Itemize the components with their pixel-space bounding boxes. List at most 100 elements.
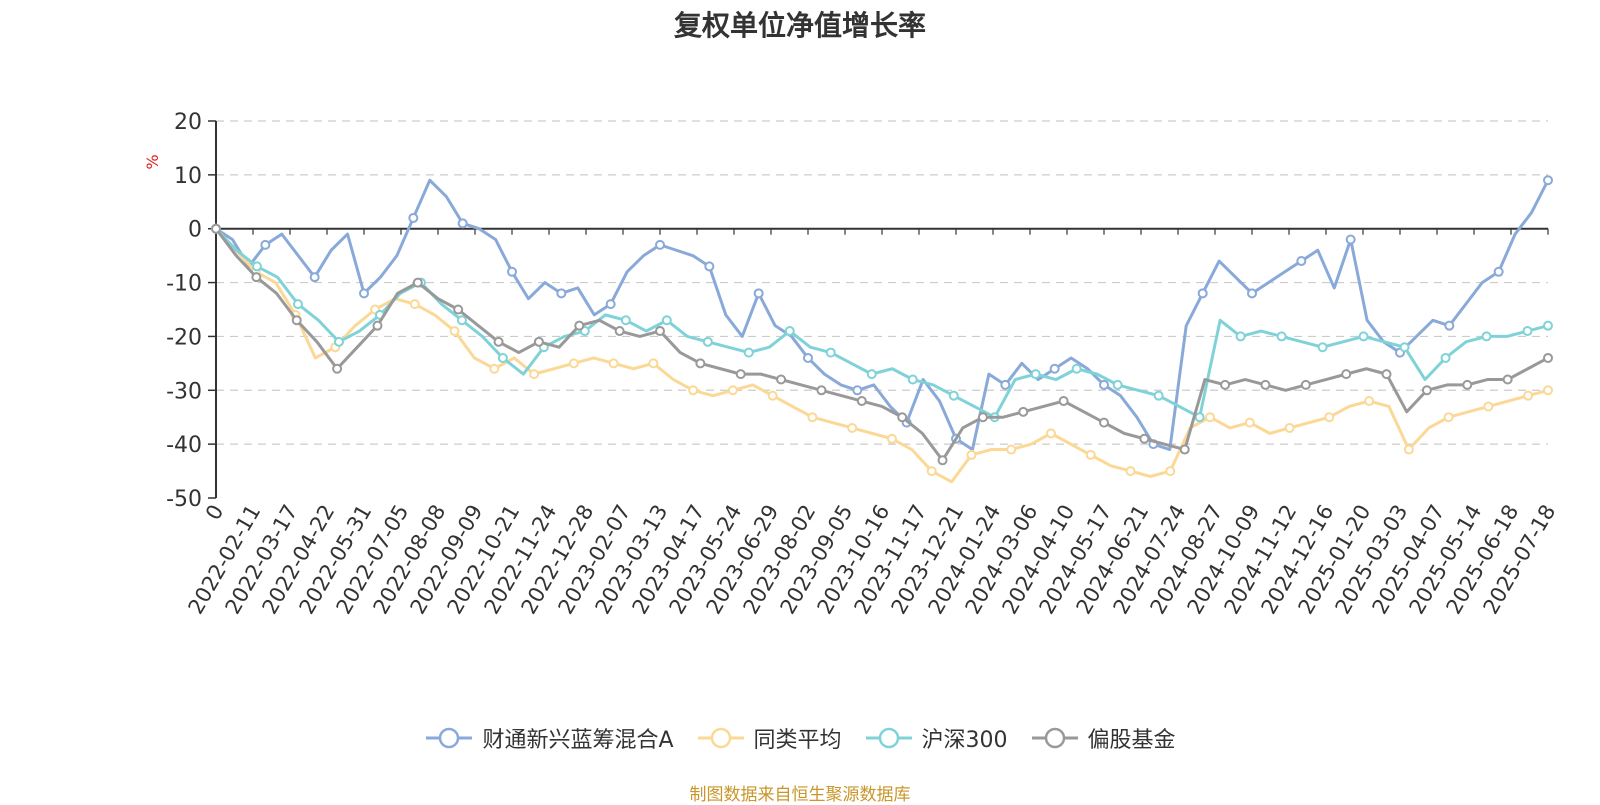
series-point xyxy=(1440,352,1451,363)
series-point xyxy=(1205,412,1216,423)
series-point xyxy=(727,385,738,396)
series-point xyxy=(1071,363,1082,374)
legend-marker-icon xyxy=(697,727,744,749)
series-point xyxy=(1300,379,1311,390)
series-point xyxy=(897,412,908,423)
series-point xyxy=(1006,444,1017,455)
legend-item[interactable]: 偏股基金 xyxy=(1030,722,1176,754)
series-point xyxy=(776,374,787,385)
x-tick-label: 0 xyxy=(201,501,228,525)
series-point xyxy=(409,299,420,310)
series-point xyxy=(784,326,795,337)
series-point xyxy=(574,320,585,331)
series-point xyxy=(803,352,813,363)
series-point xyxy=(648,358,659,369)
series-point xyxy=(1197,288,1208,299)
source-note: 制图数据来自恒生聚源数据库 xyxy=(689,785,911,805)
series-point xyxy=(372,320,383,331)
legend: 财通新兴蓝筹混合A 同类平均 沪深300 偏股基金 xyxy=(0,722,1600,754)
series-point xyxy=(1153,390,1164,401)
series-point xyxy=(556,288,567,299)
series-line-0 xyxy=(215,178,1550,452)
series-point xyxy=(1443,412,1454,423)
y-tick-label: 0 xyxy=(188,218,202,243)
series-point xyxy=(856,396,867,407)
series-point xyxy=(1381,369,1392,380)
series-point xyxy=(847,422,858,433)
series-point xyxy=(1125,466,1136,477)
series-point xyxy=(753,288,764,299)
series-point xyxy=(1543,175,1553,186)
series-point xyxy=(1099,417,1109,428)
series-point xyxy=(886,433,897,444)
series-point xyxy=(702,336,713,347)
series-point xyxy=(507,266,517,277)
series-point xyxy=(688,385,699,396)
series-point xyxy=(457,218,468,229)
legend-marker-icon xyxy=(426,727,473,749)
chart-canvas: 20100-10-20-30-40-5002022-02-112022-03-1… xyxy=(143,110,1560,618)
legend-item[interactable]: 同类平均 xyxy=(696,722,842,754)
legend-item[interactable]: 财通新兴蓝筹混合A xyxy=(424,722,674,754)
series-point xyxy=(533,336,544,347)
series-point xyxy=(1244,417,1255,428)
y-axis-label: % xyxy=(143,154,162,169)
series-point xyxy=(816,385,827,396)
series-point xyxy=(608,358,619,369)
series-point xyxy=(1018,406,1029,417)
series-point xyxy=(1324,412,1335,423)
series-point xyxy=(260,239,271,250)
series-line-3 xyxy=(214,227,1549,462)
series-point xyxy=(937,455,948,466)
series-point xyxy=(1276,331,1287,342)
legend-label: 财通新兴蓝筹混合A xyxy=(482,728,674,753)
series-point xyxy=(333,336,344,347)
series-point xyxy=(497,352,508,363)
series-point xyxy=(489,363,500,374)
series-point xyxy=(661,315,672,326)
series-point xyxy=(1260,379,1271,390)
series-point xyxy=(292,299,303,310)
series-point xyxy=(1543,385,1553,396)
series-point xyxy=(291,315,302,326)
series-point xyxy=(977,412,988,423)
series-point xyxy=(1502,374,1513,385)
series-point xyxy=(655,326,665,337)
series-point xyxy=(1399,342,1410,353)
series-point xyxy=(1358,331,1369,342)
series-point xyxy=(1058,396,1069,407)
y-tick-label: 20 xyxy=(174,110,202,135)
legend-label: 同类平均 xyxy=(753,728,842,753)
chart-title: 复权单位净值增长率 xyxy=(673,9,926,42)
series-point xyxy=(412,277,423,288)
series-point xyxy=(1139,433,1150,444)
legend-item[interactable]: 沪深300 xyxy=(864,722,1008,754)
series-point xyxy=(568,358,579,369)
series-point xyxy=(1341,369,1352,380)
y-tick-label: 10 xyxy=(174,164,202,189)
legend-marker-icon xyxy=(1031,727,1078,749)
series-point xyxy=(807,412,818,423)
axes: 20100-10-20-30-40-5002022-02-112022-03-1… xyxy=(166,110,1560,618)
series-point xyxy=(1403,444,1414,455)
series-point xyxy=(1364,396,1375,407)
series-point xyxy=(926,466,937,477)
series-point xyxy=(767,390,778,401)
series-lines xyxy=(211,175,1553,484)
series-point xyxy=(1462,379,1473,390)
series-point xyxy=(453,304,464,315)
y-tick-label: -30 xyxy=(166,379,202,404)
y-tick-label: -10 xyxy=(166,272,202,297)
series-point xyxy=(1345,234,1356,245)
legend-marker-icon xyxy=(865,727,912,749)
series-point xyxy=(1522,326,1533,337)
series-point xyxy=(743,347,754,358)
series-point xyxy=(359,288,369,299)
series-point xyxy=(1112,379,1123,390)
series-point xyxy=(1317,342,1328,353)
series-point xyxy=(704,261,715,272)
series-point xyxy=(456,315,467,326)
series-point xyxy=(966,449,977,460)
series-point xyxy=(1045,428,1056,439)
series-point xyxy=(948,390,959,401)
